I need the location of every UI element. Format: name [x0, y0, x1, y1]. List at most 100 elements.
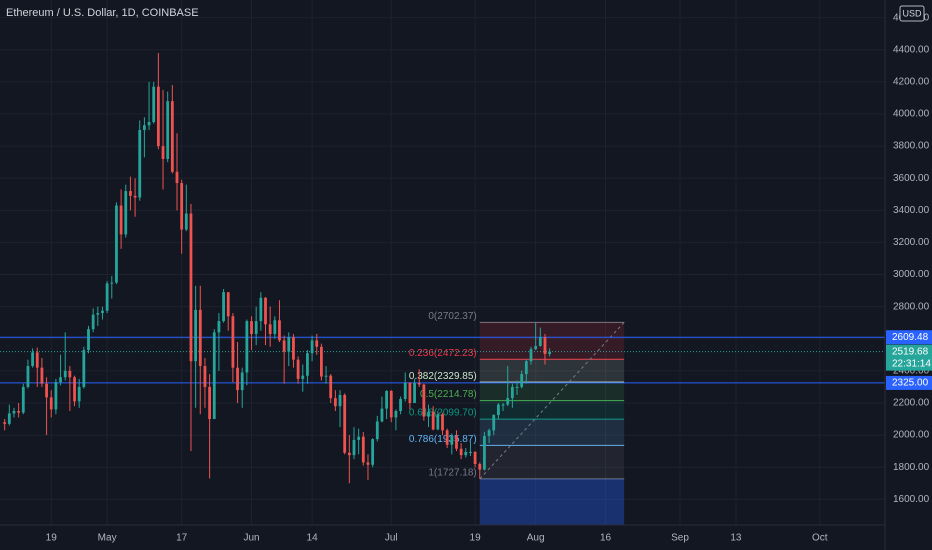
y-tick-label: 1800.00 — [893, 462, 930, 473]
candle-body — [133, 195, 137, 198]
candle-body — [492, 415, 496, 431]
candle-body — [3, 422, 7, 424]
candle-body — [82, 350, 86, 387]
y-tick-label: 4200.00 — [893, 77, 930, 88]
y-tick-label: 3200.00 — [893, 237, 930, 248]
x-tick-label: 13 — [730, 533, 742, 544]
candle-body — [268, 324, 272, 334]
y-tick-label: 2200.00 — [893, 398, 930, 409]
candle-body — [469, 451, 472, 453]
candle-body — [478, 463, 482, 470]
candle-body — [483, 435, 486, 470]
candle-body — [35, 352, 39, 368]
fib-level-label: 0.786(1935.87) — [409, 434, 477, 445]
fib-band — [479, 359, 625, 383]
candle-body — [189, 213, 193, 362]
candle-body — [198, 309, 202, 367]
candle-body — [175, 171, 179, 184]
candle-body — [156, 86, 160, 147]
x-tick-label: Oct — [812, 533, 828, 544]
y-tick-label: 4000.00 — [893, 109, 930, 120]
candle-body — [538, 337, 542, 346]
y-tick-label: 3600.00 — [893, 173, 930, 184]
candle-body — [510, 386, 514, 399]
candle-body — [357, 436, 361, 440]
candle-body — [496, 404, 500, 416]
last-price-box — [886, 344, 932, 371]
candle-body — [96, 313, 100, 315]
x-tick-label: 19 — [46, 533, 58, 544]
candle-body — [217, 321, 221, 333]
countdown-label: 22:31:14 — [892, 358, 931, 369]
candle-body — [115, 205, 118, 283]
candle-body — [40, 367, 44, 384]
candle-body — [129, 191, 132, 196]
candle-body — [319, 346, 323, 377]
candle-body — [208, 386, 212, 420]
candle-body — [264, 297, 267, 325]
candle-body — [371, 439, 375, 465]
price-label-box — [886, 330, 932, 345]
candle-body — [254, 321, 258, 334]
candles — [3, 52, 552, 484]
candle-body — [352, 439, 356, 456]
candle-body — [110, 282, 114, 284]
candle-body — [236, 367, 239, 391]
x-tick-label: 16 — [600, 533, 612, 544]
candle-body — [529, 349, 533, 362]
fib-level-label: 0.382(2329.85) — [409, 371, 477, 382]
y-tick-label: 3800.00 — [893, 141, 930, 152]
candle-body — [548, 351, 552, 355]
candle-body — [180, 183, 184, 230]
candle-body — [427, 411, 430, 417]
candle-body — [259, 297, 263, 322]
y-tick-label: 3400.00 — [893, 205, 930, 216]
candle-body — [245, 321, 249, 373]
candle-body — [68, 370, 72, 378]
candle-body — [170, 101, 174, 172]
candle-body — [338, 394, 342, 407]
candle-body — [54, 382, 58, 410]
candle-body — [87, 329, 90, 350]
candle-body — [45, 383, 48, 398]
candle-body — [361, 436, 365, 463]
candle-body — [91, 314, 95, 330]
candle-body — [445, 430, 449, 445]
candle-body — [222, 292, 225, 322]
candle-body — [17, 411, 21, 413]
candle-body — [501, 404, 505, 406]
price-label: 2609.48 — [892, 332, 929, 343]
candle-body — [310, 340, 314, 354]
fib-level-label: 0.236(2472.23) — [409, 348, 477, 359]
fib-extension-band — [479, 478, 625, 525]
candle-body — [534, 345, 538, 350]
price-label: 2325.00 — [892, 378, 929, 389]
candle-body — [73, 377, 76, 402]
candle-body — [413, 382, 416, 403]
candle-body — [212, 332, 216, 420]
candle-body — [21, 386, 25, 413]
fib-level-label: 0(2702.37) — [428, 311, 476, 322]
chart-title: Ethereum / U.S. Dollar, 1D, COINBASE — [6, 7, 199, 19]
x-tick-label: Sep — [671, 533, 689, 544]
candle-body — [543, 337, 547, 355]
x-tick-label: May — [98, 533, 117, 544]
fib-band — [479, 322, 625, 360]
candle-body — [194, 309, 198, 362]
candle-body — [282, 340, 286, 352]
candle-body — [399, 398, 402, 412]
candle-body — [524, 361, 528, 375]
candle-body — [226, 292, 230, 317]
candle-body — [138, 130, 142, 198]
fib-band — [479, 445, 625, 479]
candle-body — [12, 411, 16, 414]
candle-body — [347, 452, 351, 456]
candle-body — [273, 320, 277, 334]
candle-body — [166, 101, 170, 159]
fib-level-label: 1(1727.18) — [428, 468, 476, 479]
currency-badge[interactable] — [899, 5, 925, 22]
candle-body — [306, 353, 309, 376]
candle-body — [49, 397, 53, 410]
candle-body — [296, 359, 300, 379]
y-tick-label: 4400.00 — [893, 44, 930, 55]
